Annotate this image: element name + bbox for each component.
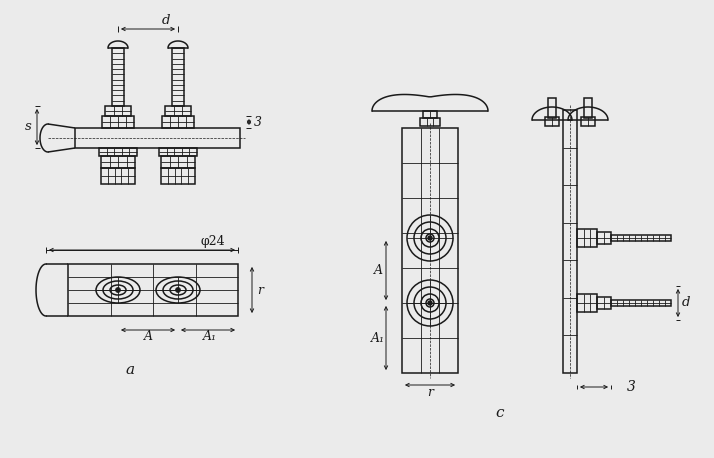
Text: 3: 3 [254,115,262,129]
Bar [597,297,611,309]
Circle shape [428,236,432,240]
Bar [159,148,197,156]
Text: 3: 3 [627,380,635,394]
Bar [101,156,135,168]
Bar [165,106,191,116]
Bar [99,148,137,156]
Bar [597,232,611,244]
Bar [577,229,597,247]
Bar [581,117,595,126]
Text: d: d [682,296,690,310]
Bar [172,48,184,106]
Text: s: s [24,120,31,133]
Text: A: A [373,264,383,277]
Circle shape [116,288,121,293]
Text: c: c [496,406,504,420]
Bar [420,118,440,126]
Bar [563,110,577,373]
Bar [68,264,238,316]
Bar [102,116,134,128]
Bar [101,168,135,184]
Bar [112,48,124,106]
Bar [162,116,194,128]
Bar [423,111,437,118]
Bar [161,156,195,168]
Bar [611,300,671,306]
Bar [548,98,556,118]
Bar [611,235,671,241]
Text: r: r [427,387,433,399]
Circle shape [428,301,432,305]
Bar [105,106,131,116]
Text: A₁: A₁ [203,331,217,344]
Text: φ24: φ24 [201,235,226,249]
Text: d: d [162,15,170,27]
Bar [75,128,240,148]
Bar [577,294,597,312]
Text: A: A [144,331,153,344]
Bar [545,117,559,126]
Bar [402,128,458,373]
Text: A₁: A₁ [371,332,385,344]
Circle shape [176,288,181,293]
Text: a: a [126,363,134,377]
Text: r: r [257,284,263,296]
Bar [161,168,195,184]
Bar [584,98,592,118]
